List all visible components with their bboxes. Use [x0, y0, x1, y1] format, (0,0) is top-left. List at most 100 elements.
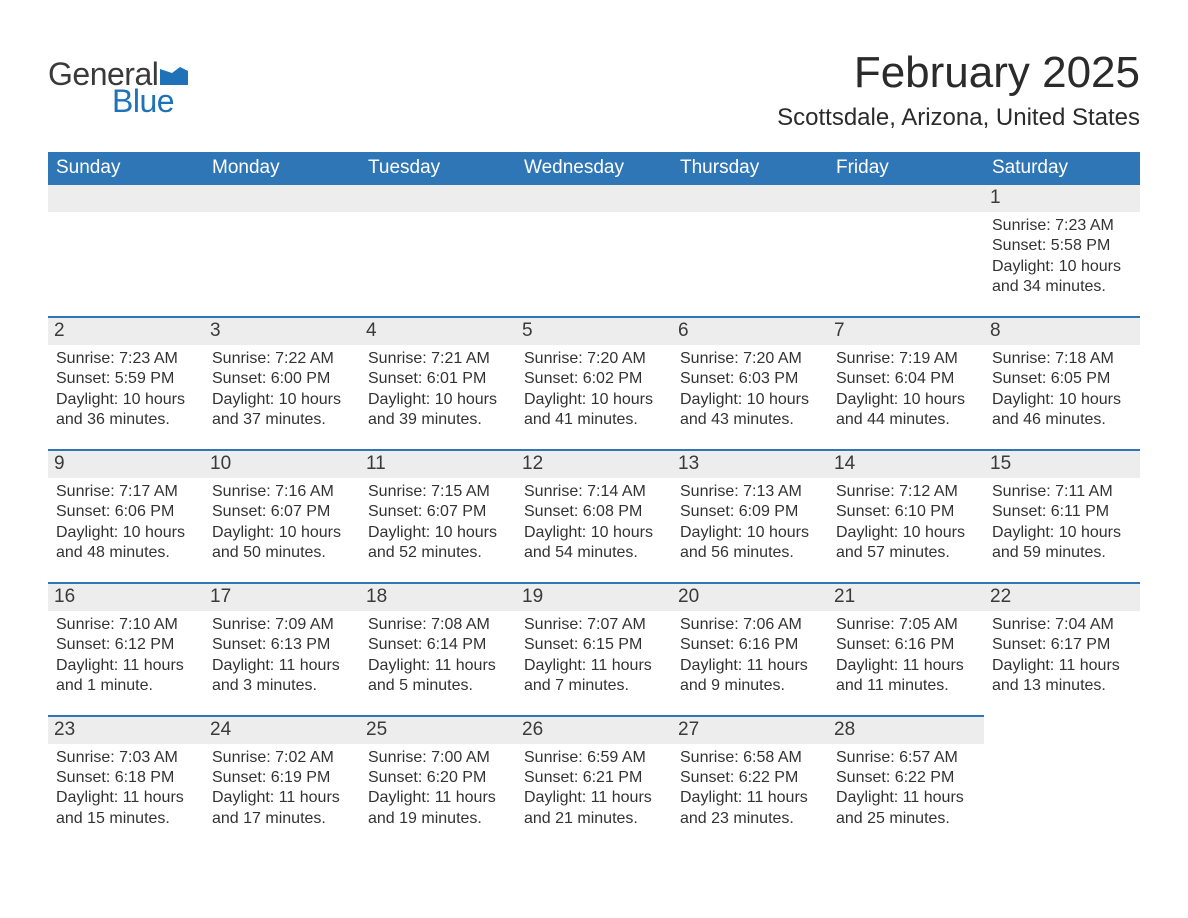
sunrise-text: Sunrise: 7:20 AM: [680, 349, 820, 369]
day-info: Sunrise: 7:03 AMSunset: 6:18 PMDaylight:…: [56, 748, 196, 830]
month-title: February 2025: [777, 48, 1140, 98]
day-info: Sunrise: 7:06 AMSunset: 6:16 PMDaylight:…: [680, 615, 820, 697]
day-number: 23: [48, 715, 204, 744]
daylight-text: Daylight: 11 hours and 11 minutes.: [836, 656, 976, 697]
sunrise-text: Sunrise: 7:23 AM: [56, 349, 196, 369]
day-number: 4: [360, 316, 516, 345]
sunset-text: Sunset: 6:06 PM: [56, 502, 196, 522]
day-info: Sunrise: 7:15 AMSunset: 6:07 PMDaylight:…: [368, 482, 508, 564]
weekday-label: Monday: [204, 152, 360, 185]
sunrise-text: Sunrise: 6:57 AM: [836, 748, 976, 768]
sunrise-text: Sunrise: 7:13 AM: [680, 482, 820, 502]
day-number: 20: [672, 582, 828, 611]
sunset-text: Sunset: 6:02 PM: [524, 369, 664, 389]
sunrise-text: Sunrise: 7:15 AM: [368, 482, 508, 502]
logo-word2: Blue: [112, 83, 188, 120]
sunrise-text: Sunrise: 6:58 AM: [680, 748, 820, 768]
sunset-text: Sunset: 5:59 PM: [56, 369, 196, 389]
title-block: February 2025 Scottsdale, Arizona, Unite…: [777, 48, 1140, 132]
calendar-grid: Sunday Monday Tuesday Wednesday Thursday…: [48, 152, 1140, 829]
sunset-text: Sunset: 6:07 PM: [212, 502, 352, 522]
day-info: Sunrise: 7:20 AMSunset: 6:02 PMDaylight:…: [524, 349, 664, 431]
day-cell: 25Sunrise: 7:00 AMSunset: 6:20 PMDayligh…: [360, 715, 516, 830]
page-header: General Blue February 2025 Scottsdale, A…: [48, 48, 1140, 132]
day-cell: 15Sunrise: 7:11 AMSunset: 6:11 PMDayligh…: [984, 449, 1140, 564]
sunset-text: Sunset: 6:08 PM: [524, 502, 664, 522]
day-cell: 14Sunrise: 7:12 AMSunset: 6:10 PMDayligh…: [828, 449, 984, 564]
weekday-label: Tuesday: [360, 152, 516, 185]
day-info: Sunrise: 6:59 AMSunset: 6:21 PMDaylight:…: [524, 748, 664, 830]
day-info: Sunrise: 7:02 AMSunset: 6:19 PMDaylight:…: [212, 748, 352, 830]
brand-logo: General Blue: [48, 56, 188, 120]
day-info: Sunrise: 7:16 AMSunset: 6:07 PMDaylight:…: [212, 482, 352, 564]
day-number: 7: [828, 316, 984, 345]
day-info: Sunrise: 7:08 AMSunset: 6:14 PMDaylight:…: [368, 615, 508, 697]
day-cell: 12 Sunrise: 7:14 AMSunset: 6:08 PMDayligh…: [516, 449, 672, 564]
sunset-text: Sunset: 6:12 PM: [56, 635, 196, 655]
day-info: Sunrise: 7:07 AMSunset: 6:15 PMDaylight:…: [524, 615, 664, 697]
day-info: Sunrise: 7:23 AMSunset: 5:59 PMDaylight:…: [56, 349, 196, 431]
sunrise-text: Sunrise: 7:11 AM: [992, 482, 1132, 502]
day-cell: .: [828, 185, 984, 298]
day-number: .: [360, 185, 516, 212]
day-info: Sunrise: 7:09 AMSunset: 6:13 PMDaylight:…: [212, 615, 352, 697]
day-cell: .: [48, 185, 204, 298]
sunrise-text: Sunrise: 7:03 AM: [56, 748, 196, 768]
daylight-text: Daylight: 10 hours and 48 minutes.: [56, 523, 196, 564]
weekday-label: Saturday: [984, 152, 1140, 185]
weekday-header-row: Sunday Monday Tuesday Wednesday Thursday…: [48, 152, 1140, 185]
day-cell: .: [672, 185, 828, 298]
location-subtitle: Scottsdale, Arizona, United States: [777, 104, 1140, 132]
sunset-text: Sunset: 6:10 PM: [836, 502, 976, 522]
day-cell: 21 Sunrise: 7:05 AMSunset: 6:16 PMDayligh…: [828, 582, 984, 697]
day-number: 5: [516, 316, 672, 345]
day-info: Sunrise: 7:04 AMSunset: 6:17 PMDaylight:…: [992, 615, 1132, 697]
day-number: 25: [360, 715, 516, 744]
day-cell: 8Sunrise: 7:18 AMSunset: 6:05 PMDaylight…: [984, 316, 1140, 431]
day-number: 12: [516, 449, 672, 478]
day-info: Sunrise: 7:22 AMSunset: 6:00 PMDaylight:…: [212, 349, 352, 431]
day-info: Sunrise: 7:12 AMSunset: 6:10 PMDaylight:…: [836, 482, 976, 564]
sunset-text: Sunset: 6:13 PM: [212, 635, 352, 655]
day-number: 10: [204, 449, 360, 478]
sunrise-text: Sunrise: 7:08 AM: [368, 615, 508, 635]
day-number: 21: [828, 582, 984, 611]
sunset-text: Sunset: 6:07 PM: [368, 502, 508, 522]
weekday-label: Sunday: [48, 152, 204, 185]
day-cell: 7Sunrise: 7:19 AMSunset: 6:04 PMDaylight…: [828, 316, 984, 431]
daylight-text: Daylight: 10 hours and 39 minutes.: [368, 390, 508, 431]
sunrise-text: Sunrise: 7:18 AM: [992, 349, 1132, 369]
sunrise-text: Sunrise: 7:14 AM: [524, 482, 664, 502]
sunrise-text: Sunrise: 7:23 AM: [992, 216, 1132, 236]
sunset-text: Sunset: 6:17 PM: [992, 635, 1132, 655]
day-cell: .: [360, 185, 516, 298]
sunset-text: Sunset: 6:22 PM: [836, 768, 976, 788]
day-number: 27: [672, 715, 828, 744]
daylight-text: Daylight: 10 hours and 37 minutes.: [212, 390, 352, 431]
day-cell: 23 Sunrise: 7:03 AMSunset: 6:18 PMDayligh…: [48, 715, 204, 830]
day-info: Sunrise: 7:23 AMSunset: 5:58 PMDaylight:…: [992, 216, 1132, 298]
day-cell: 11Sunrise: 7:15 AMSunset: 6:07 PMDayligh…: [360, 449, 516, 564]
daylight-text: Daylight: 10 hours and 41 minutes.: [524, 390, 664, 431]
sunset-text: Sunset: 6:16 PM: [836, 635, 976, 655]
weekday-label: Wednesday: [516, 152, 672, 185]
daylight-text: Daylight: 11 hours and 23 minutes.: [680, 788, 820, 829]
day-info: Sunrise: 7:10 AMSunset: 6:12 PMDaylight:…: [56, 615, 196, 697]
day-cell: 1Sunrise: 7:23 AMSunset: 5:58 PMDaylight…: [984, 185, 1140, 298]
sunset-text: Sunset: 6:14 PM: [368, 635, 508, 655]
sunset-text: Sunset: 6:05 PM: [992, 369, 1132, 389]
daylight-text: Daylight: 11 hours and 13 minutes.: [992, 656, 1132, 697]
day-cell: 3Sunrise: 7:22 AMSunset: 6:00 PMDaylight…: [204, 316, 360, 431]
day-number: .: [828, 185, 984, 212]
daylight-text: Daylight: 10 hours and 52 minutes.: [368, 523, 508, 564]
day-number: 26: [516, 715, 672, 744]
daylight-text: Daylight: 10 hours and 54 minutes.: [524, 523, 664, 564]
day-cell: 6Sunrise: 7:20 AMSunset: 6:03 PMDaylight…: [672, 316, 828, 431]
day-cell: 4Sunrise: 7:21 AMSunset: 6:01 PMDaylight…: [360, 316, 516, 431]
day-cell: 19Sunrise: 7:07 AMSunset: 6:15 PMDayligh…: [516, 582, 672, 697]
daylight-text: Daylight: 11 hours and 21 minutes.: [524, 788, 664, 829]
daylight-text: Daylight: 10 hours and 46 minutes.: [992, 390, 1132, 431]
day-cell: 2Sunrise: 7:23 AMSunset: 5:59 PMDaylight…: [48, 316, 204, 431]
day-cell: 18Sunrise: 7:08 AMSunset: 6:14 PMDayligh…: [360, 582, 516, 697]
day-info: Sunrise: 7:05 AMSunset: 6:16 PMDaylight:…: [836, 615, 976, 697]
